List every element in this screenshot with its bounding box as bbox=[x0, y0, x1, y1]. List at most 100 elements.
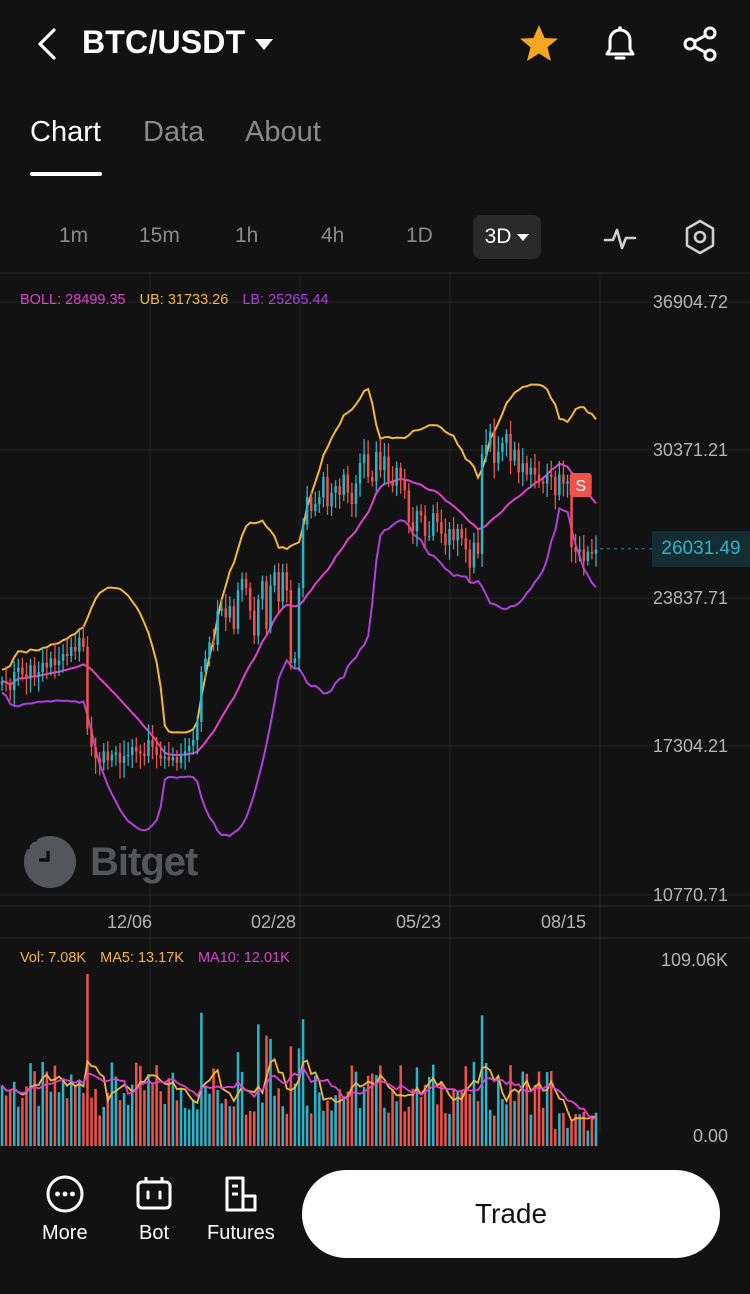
candle bbox=[159, 754, 162, 759]
volume-bar bbox=[240, 1071, 244, 1146]
volume-bar bbox=[33, 1071, 36, 1146]
indicator-icon[interactable] bbox=[602, 220, 638, 256]
sell-signal-label: S bbox=[575, 478, 586, 495]
candle bbox=[208, 642, 211, 659]
futures-button[interactable]: Futures bbox=[207, 1174, 275, 1245]
candle bbox=[143, 753, 146, 756]
volume-bar bbox=[411, 1088, 415, 1146]
tab-data[interactable]: Data bbox=[143, 116, 205, 148]
more-label: More bbox=[42, 1222, 88, 1244]
volume-bar bbox=[163, 1104, 167, 1146]
tab-chart[interactable]: Chart bbox=[30, 116, 101, 148]
candle bbox=[106, 751, 110, 761]
candle bbox=[387, 456, 390, 482]
volume-bar bbox=[73, 1085, 77, 1146]
candle bbox=[484, 445, 488, 455]
candle bbox=[537, 474, 541, 482]
bell-icon[interactable] bbox=[598, 22, 642, 66]
interval-1m[interactable]: 1m bbox=[59, 224, 89, 247]
volume-bar bbox=[549, 1071, 553, 1146]
more-button[interactable]: More bbox=[42, 1174, 88, 1245]
volume-bar bbox=[537, 1071, 541, 1146]
candle bbox=[236, 590, 240, 629]
interval-4h[interactable]: 4h bbox=[321, 224, 345, 247]
volume-bar bbox=[69, 1074, 73, 1146]
interval-1d[interactable]: 1D bbox=[406, 224, 433, 247]
trade-button[interactable]: Trade bbox=[302, 1170, 720, 1258]
candle bbox=[216, 610, 219, 645]
volume-bar bbox=[330, 1110, 333, 1146]
volume-bar bbox=[12, 1081, 16, 1146]
candle bbox=[273, 572, 276, 586]
candle bbox=[427, 535, 431, 538]
candle bbox=[118, 752, 122, 763]
volume-bar bbox=[375, 1075, 378, 1146]
volume-bar bbox=[346, 1091, 350, 1146]
star-icon[interactable] bbox=[517, 22, 561, 66]
candle bbox=[570, 481, 573, 548]
volume-bar bbox=[293, 1083, 297, 1146]
candle bbox=[505, 433, 508, 443]
more-icon bbox=[46, 1175, 84, 1213]
interval-1h[interactable]: 1h bbox=[235, 224, 259, 247]
volume-bar bbox=[488, 1109, 492, 1146]
candle bbox=[139, 751, 142, 754]
interval-3d-dropdown[interactable]: 3D bbox=[473, 215, 541, 259]
kline-chart[interactable]: S bbox=[0, 272, 750, 1148]
candle bbox=[464, 538, 468, 550]
volume-bar bbox=[8, 1091, 12, 1146]
volume-bar bbox=[452, 1088, 455, 1146]
candle bbox=[362, 454, 366, 464]
volume-bar bbox=[41, 1061, 44, 1146]
volume-bar bbox=[379, 1065, 382, 1146]
chart-area[interactable]: S BOLL: 28499.35 UB: 31733.26 LB: 25265.… bbox=[0, 272, 750, 1148]
candle bbox=[578, 549, 581, 552]
candle bbox=[431, 513, 435, 536]
candle bbox=[330, 492, 333, 507]
volume-bar bbox=[431, 1064, 435, 1146]
volume-axis-min: 0.00 bbox=[692, 1126, 728, 1146]
candle bbox=[509, 433, 512, 461]
chart-settings-icon[interactable] bbox=[682, 218, 718, 256]
ub-value: UB: 31733.26 bbox=[139, 292, 229, 308]
candle bbox=[45, 662, 49, 668]
candle bbox=[314, 504, 317, 511]
volume-bar bbox=[529, 1114, 533, 1146]
candle bbox=[65, 653, 69, 657]
volume-bar bbox=[456, 1090, 459, 1146]
pair-selector[interactable]: BTC/USDT bbox=[82, 24, 274, 61]
volume-bar bbox=[53, 1065, 57, 1146]
volume-bar bbox=[29, 1063, 32, 1146]
back-arrow-icon[interactable] bbox=[30, 24, 70, 64]
interval-15m[interactable]: 15m bbox=[139, 224, 180, 247]
tab-about[interactable]: About bbox=[245, 116, 321, 148]
price-axis-label: 23837.71 bbox=[652, 588, 728, 608]
sell-signal-marker bbox=[569, 472, 592, 497]
candle bbox=[452, 529, 455, 541]
candle bbox=[366, 454, 370, 477]
header: BTC/USDT bbox=[0, 0, 750, 90]
volume-bar bbox=[505, 1104, 508, 1146]
volume-bar bbox=[277, 1088, 280, 1146]
volume-bar bbox=[224, 1098, 228, 1146]
volume-bar bbox=[65, 1098, 69, 1146]
share-icon[interactable] bbox=[678, 22, 722, 66]
volume-bar bbox=[37, 1105, 40, 1146]
volume-bar bbox=[281, 1106, 284, 1146]
volume-bar bbox=[407, 1106, 411, 1146]
candle bbox=[69, 647, 73, 657]
candle bbox=[228, 606, 232, 618]
candle bbox=[574, 547, 577, 552]
volume-bar bbox=[562, 1113, 565, 1146]
bot-button[interactable]: Bot bbox=[134, 1174, 174, 1245]
volume-bar bbox=[21, 1097, 24, 1146]
candle bbox=[566, 481, 569, 484]
volume-bar bbox=[45, 1071, 49, 1146]
volume-bar bbox=[139, 1065, 142, 1146]
volume-bar bbox=[155, 1065, 158, 1146]
volume-bar bbox=[427, 1076, 431, 1146]
volume-bar bbox=[4, 1095, 8, 1146]
date-axis-label: 02/28 bbox=[251, 912, 297, 932]
candle bbox=[562, 474, 565, 484]
volume-bar bbox=[525, 1073, 529, 1146]
